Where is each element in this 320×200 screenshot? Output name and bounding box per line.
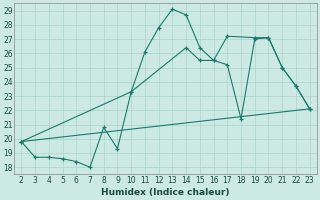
X-axis label: Humidex (Indice chaleur): Humidex (Indice chaleur)	[101, 188, 230, 197]
